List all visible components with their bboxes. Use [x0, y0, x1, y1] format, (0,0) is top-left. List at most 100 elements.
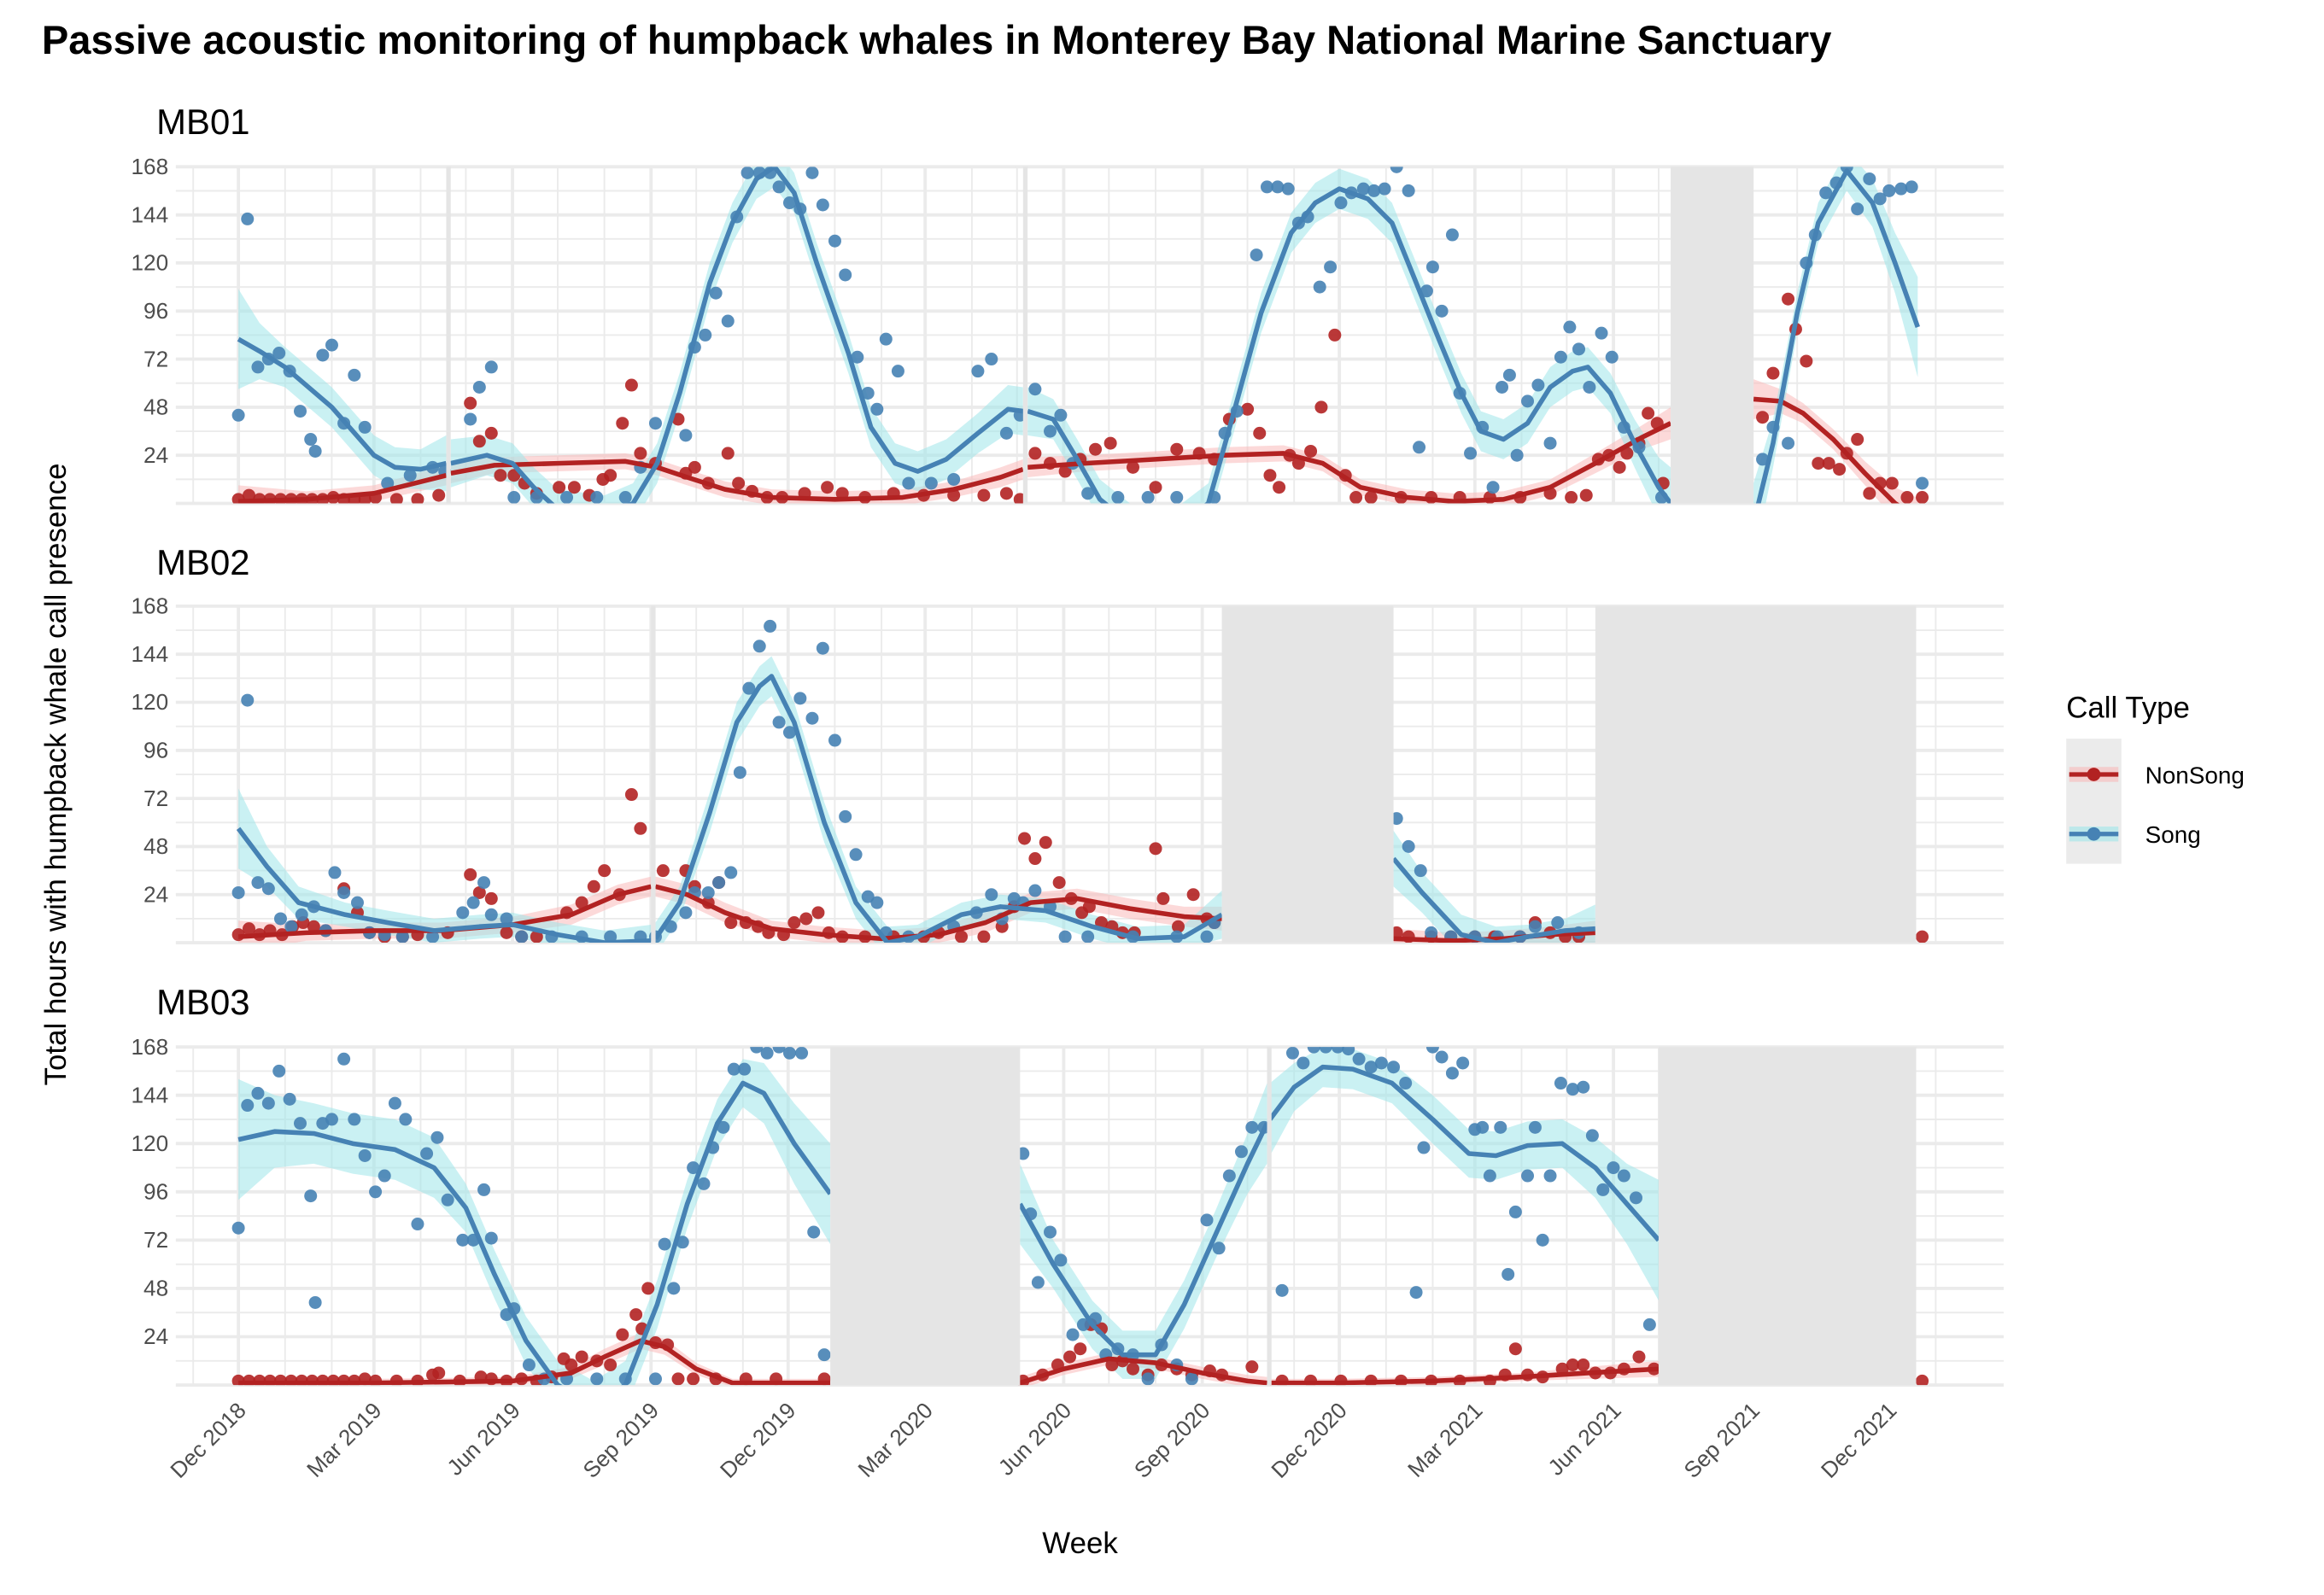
- song-point: [1200, 1213, 1214, 1227]
- song-point: [676, 1236, 689, 1249]
- nonsong-point: [1172, 920, 1185, 933]
- nonsong-confidence-band: [1020, 1353, 1267, 1386]
- nonsong-point: [977, 930, 991, 944]
- song-point: [1319, 1047, 1332, 1054]
- song-point: [782, 196, 796, 210]
- song-point: [1356, 182, 1370, 196]
- song-point: [648, 417, 662, 430]
- nonsong-point: [1028, 852, 1042, 866]
- plot-area: [231, 167, 1929, 504]
- song-point: [1554, 350, 1567, 364]
- song-point: [348, 1113, 361, 1126]
- song-point: [772, 180, 786, 194]
- nonsong-point: [1058, 464, 1072, 478]
- song-point: [1873, 192, 1887, 206]
- song-point: [1483, 1169, 1496, 1183]
- y-tick-label: 120: [132, 250, 169, 276]
- song-point: [231, 1221, 245, 1235]
- song-point: [1577, 1080, 1590, 1094]
- song-point: [861, 890, 875, 903]
- nonsong-point: [656, 864, 670, 878]
- nonsong-point: [634, 821, 647, 835]
- nonsong-point: [411, 493, 424, 504]
- song-point: [721, 314, 735, 328]
- no-data-band: [830, 1047, 1021, 1386]
- x-tick-label: Mar 2021: [1402, 1397, 1487, 1481]
- panels: MB01 24 48 72 96 120 144 168 MB02 24 48 72 96 120 144 1…: [132, 102, 2004, 1387]
- nonsong-point: [1074, 1342, 1087, 1356]
- nonsong-point: [1885, 476, 1899, 490]
- nonsong-smooth-line: [1269, 1366, 1660, 1386]
- song-point: [294, 405, 307, 418]
- song-point: [1563, 320, 1577, 334]
- y-tick-label: 168: [132, 154, 169, 179]
- nonsong-point: [955, 930, 969, 944]
- song-point: [325, 1113, 338, 1126]
- nonsong-point: [530, 930, 543, 944]
- nonsong-point: [999, 487, 1013, 500]
- song-point: [381, 476, 395, 490]
- y-tick-label: 168: [132, 593, 169, 619]
- song-point: [1234, 1145, 1248, 1159]
- song-point: [283, 1092, 296, 1106]
- nonsong-point: [624, 378, 638, 392]
- song-point: [348, 368, 361, 382]
- song-point: [727, 1062, 741, 1076]
- song-point: [772, 716, 786, 729]
- song-point: [1528, 920, 1542, 933]
- nonsong-point: [1577, 1358, 1590, 1372]
- song-point: [477, 876, 491, 890]
- nonsong-point: [1642, 406, 1655, 420]
- song-point: [1297, 1056, 1310, 1070]
- nonsong-point: [799, 912, 813, 926]
- song-smooth-line: [1755, 168, 1920, 504]
- song-point: [816, 198, 829, 212]
- no-data-band: [1595, 605, 1917, 944]
- song-point: [1521, 394, 1535, 408]
- song-point: [985, 353, 998, 366]
- song-point: [358, 1148, 372, 1162]
- nonsong-point: [1632, 1350, 1646, 1364]
- song-confidence-band: [450, 167, 1023, 504]
- nonsong-point: [553, 481, 566, 494]
- song-point: [1331, 1047, 1344, 1054]
- song-point: [604, 930, 618, 944]
- song-point: [358, 420, 372, 434]
- song-point: [1271, 180, 1285, 194]
- song-point: [304, 1189, 318, 1203]
- song-point: [304, 433, 318, 447]
- nonsong-point: [1245, 1360, 1259, 1374]
- song-point: [1629, 1191, 1642, 1205]
- y-tick-label: 168: [132, 1034, 169, 1060]
- nonsong-point: [500, 926, 513, 939]
- song-point: [1334, 196, 1348, 210]
- nonsong-point: [1863, 487, 1876, 500]
- song-point: [1413, 441, 1426, 454]
- nonsong-point: [1170, 442, 1184, 456]
- song-point: [816, 641, 829, 655]
- song-point: [839, 809, 852, 823]
- song-point: [741, 167, 754, 179]
- song-point: [1510, 448, 1524, 462]
- song-point: [1508, 1205, 1522, 1218]
- song-point: [817, 1348, 831, 1362]
- song-point: [590, 491, 604, 504]
- x-tick-label: Jun 2019: [442, 1397, 524, 1480]
- song-point: [484, 1231, 498, 1245]
- y-tick-label: 48: [143, 1276, 168, 1301]
- nonsong-point: [1916, 491, 1929, 504]
- legend-label-nonsong: NonSong: [2145, 762, 2245, 788]
- nonsong-point: [1566, 1358, 1579, 1372]
- x-axis: Dec 2018 Mar 2019 Jun 2019 Sep 2019 Dec 2019…: [165, 1397, 1901, 1482]
- song-point: [316, 348, 330, 362]
- song-point: [1212, 1242, 1226, 1255]
- x-axis-title: Week: [1042, 1527, 1118, 1560]
- song-point: [1536, 1233, 1549, 1247]
- song-point: [294, 1117, 307, 1131]
- nonsong-point: [1103, 436, 1117, 450]
- nonsong-point: [307, 920, 320, 933]
- nonsong-point: [1782, 292, 1795, 306]
- no-data-band: [1267, 1047, 1272, 1386]
- song-point: [1044, 1225, 1057, 1239]
- x-tick-label: Dec 2019: [715, 1397, 800, 1482]
